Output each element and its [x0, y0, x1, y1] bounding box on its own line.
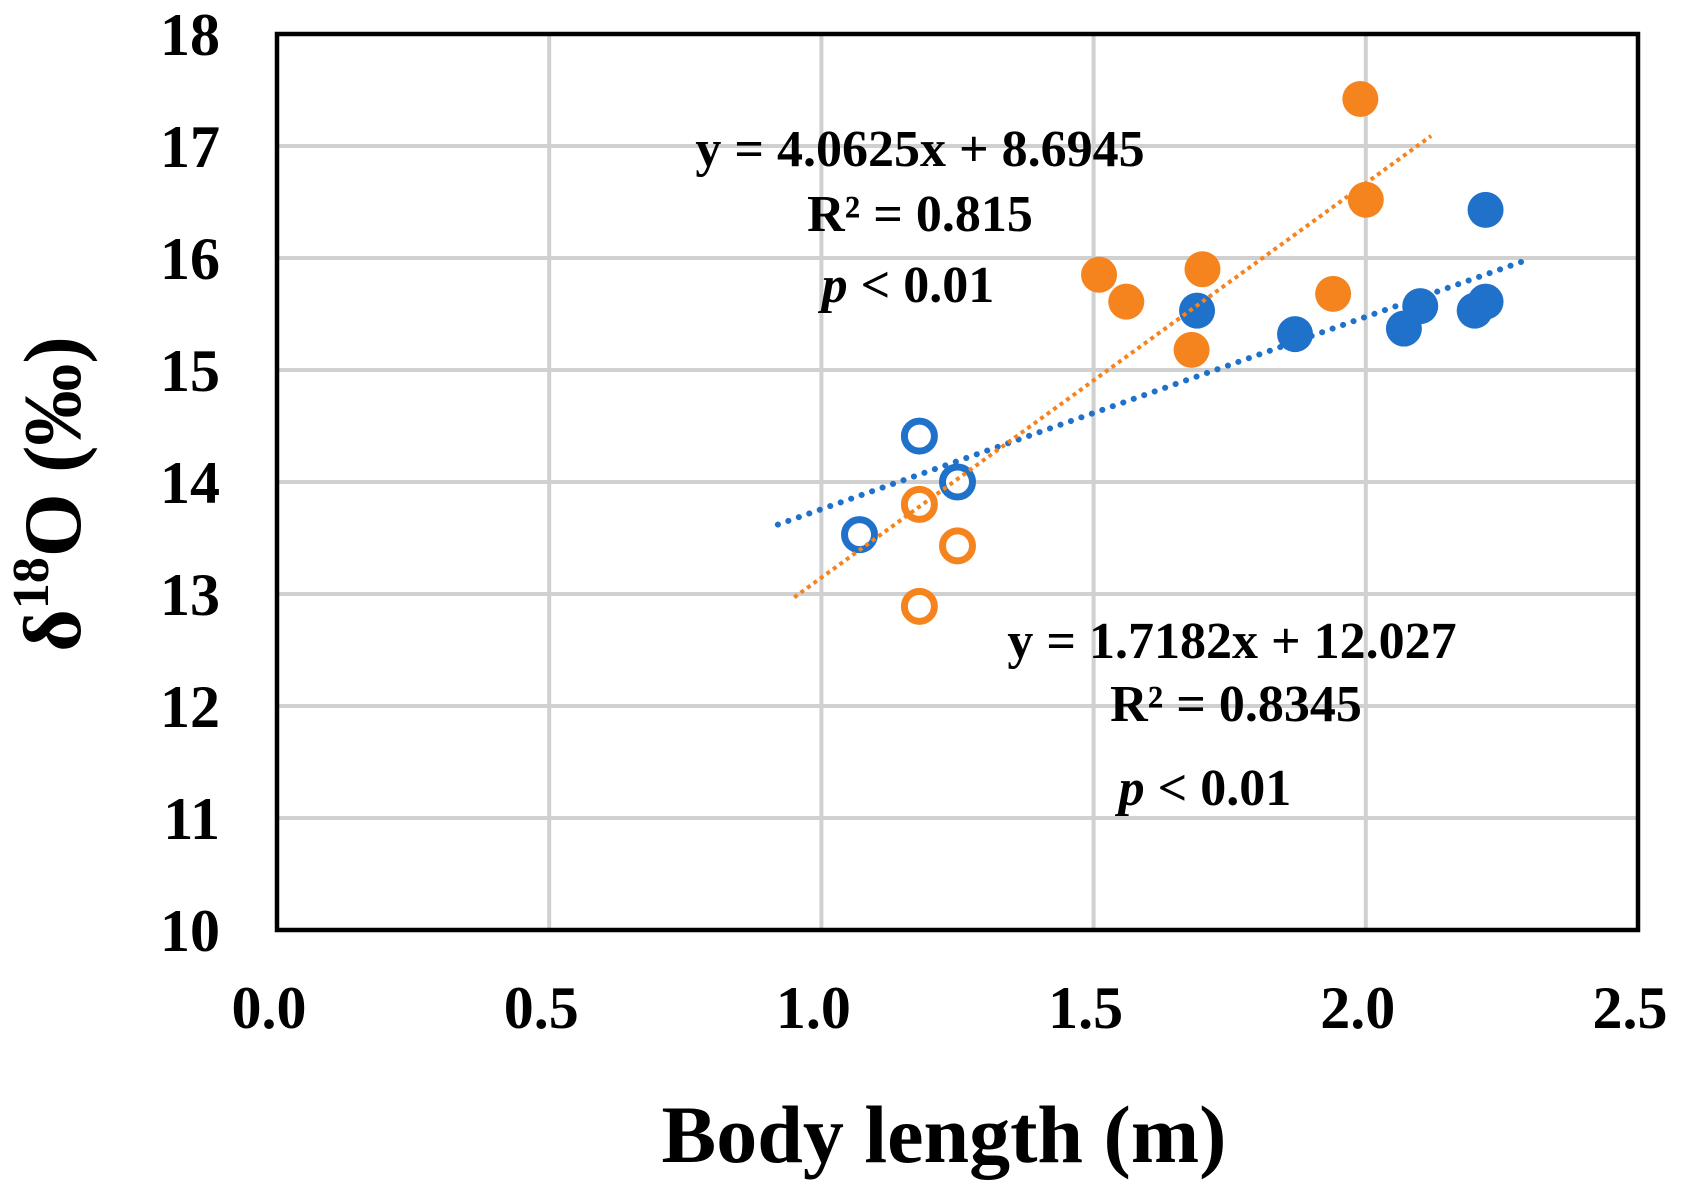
- blue-fit-annotation: y = 1.7182x + 12.027 R² = 0.8345 p < 0.0…: [1007, 613, 1456, 817]
- blue-fit-r-squared: R² = 0.8345: [1110, 676, 1362, 733]
- blue-fit-p-text: < 0.01: [1145, 760, 1292, 817]
- blue-filled-point: [1467, 283, 1504, 320]
- y-axis-title-delta: δ: [7, 609, 98, 652]
- x-axis-title: Body length (m): [662, 1089, 1227, 1180]
- x-tick-label: 1.0: [776, 975, 851, 1041]
- y-axis-title-rest: O (‰): [7, 336, 98, 557]
- blue-open-point: [939, 463, 976, 501]
- orange-filled-point: [1347, 181, 1384, 218]
- blue-fit-p-symbol: p: [1115, 760, 1145, 817]
- y-tick-label: 16: [160, 226, 220, 292]
- x-tick-label: 2.0: [1320, 975, 1395, 1041]
- orange-open-point: [939, 527, 976, 565]
- orange-fit-p-symbol: p: [818, 257, 848, 314]
- blue-filled-point: [1179, 292, 1216, 329]
- orange-open-point: [900, 587, 938, 625]
- y-tick-label: 13: [160, 562, 220, 628]
- y-tick-label: 18: [160, 2, 220, 68]
- orange-filled-point: [1173, 331, 1210, 368]
- y-axis-title: δ18O (‰): [3, 336, 98, 651]
- blue-filled-point: [1402, 288, 1439, 325]
- blue-trendline: [774, 256, 1533, 528]
- y-tick-label: 10: [160, 898, 220, 964]
- orange-filled-point: [1108, 283, 1145, 320]
- y-axis-tick-labels: 10 11 12 13 14 15 16 17 18: [160, 2, 220, 964]
- y-tick-label: 12: [160, 674, 220, 740]
- blue-fit-p-value: p < 0.01: [1115, 760, 1292, 817]
- orange-fit-p-value: p < 0.01: [818, 257, 995, 314]
- x-axis-tick-labels: 0.0 0.5 1.0 1.5 2.0 2.5: [232, 975, 1668, 1041]
- x-tick-label: 0.5: [504, 975, 579, 1041]
- y-tick-label: 15: [160, 338, 220, 404]
- y-axis-title-superscript: 18: [3, 557, 60, 609]
- y-tick-label: 11: [163, 786, 220, 852]
- trendlines: [774, 134, 1533, 599]
- y-tick-label: 14: [160, 450, 220, 516]
- orange-fit-r-squared: R² = 0.815: [807, 186, 1033, 243]
- blue-fit-equation: y = 1.7182x + 12.027: [1007, 613, 1456, 670]
- y-tick-label: 17: [160, 114, 220, 180]
- orange-filled-point: [1342, 80, 1379, 117]
- x-tick-label: 2.5: [1593, 975, 1668, 1041]
- orange-fit-equation: y = 4.0625x + 8.6945: [695, 121, 1144, 178]
- blue-filled-point: [1467, 191, 1504, 228]
- x-tick-label: 0.0: [232, 975, 307, 1041]
- orange-fit-p-text: < 0.01: [848, 257, 995, 314]
- plot-border: [274, 31, 1641, 933]
- orange-filled-point: [1315, 275, 1352, 312]
- orange-filled-point: [1184, 251, 1221, 288]
- x-tick-label: 1.5: [1048, 975, 1123, 1041]
- blue-filled-point: [1277, 316, 1314, 353]
- orange-fit-annotation: y = 4.0625x + 8.6945 R² = 0.815 p < 0.01: [695, 121, 1144, 314]
- orange-filled-point: [1081, 256, 1118, 293]
- blue-open-point: [841, 516, 879, 554]
- orange-trendline: [793, 134, 1433, 599]
- blue-open-point: [900, 417, 938, 455]
